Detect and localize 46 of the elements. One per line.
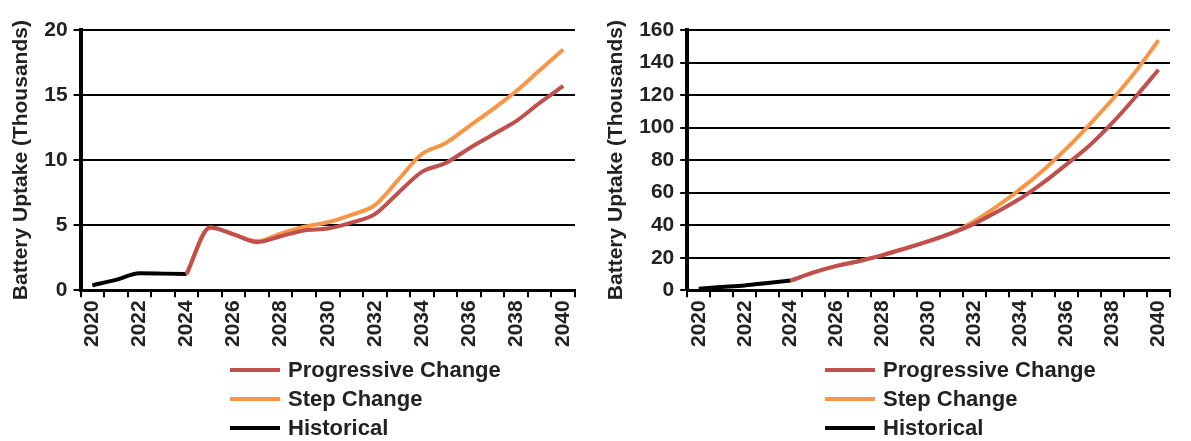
x-tick-label: 2038 [502,299,526,347]
line-series [184,83,566,277]
x-tick-label: 2034 [408,299,432,347]
y-tick-label: 0 [55,277,68,301]
y-tick-label: 5 [55,212,68,236]
y-tick-label: 20 [44,16,68,40]
y-tick-label: 20 [650,244,675,268]
y-tick-label: 120 [639,81,675,105]
y-tick-label: 80 [650,146,675,170]
legend-label: Step Change [288,385,423,412]
legend-label: Step Change [883,385,1018,412]
x-tick-label: 2036 [1053,300,1077,347]
x-tick-label: 2034 [1007,299,1031,347]
y-axis-title: Battery Uptake (Thousands) [8,20,32,301]
x-tick-label: 2036 [455,300,479,347]
x-tick-label: 2026 [823,300,847,347]
x-tick-label: 2040 [550,300,574,347]
y-axis-title: Battery Uptake (Thousands) [603,20,627,301]
x-tick-label: 2028 [869,299,893,347]
x-tick-label: 2030 [314,300,338,347]
y-tick-label: 60 [650,179,675,203]
x-tick-label: 2022 [731,300,755,347]
legend-label: Progressive Change [288,356,501,383]
x-tick-label: 2026 [220,300,244,347]
y-tick-label: 140 [639,49,675,73]
y-tick-label: 40 [650,212,675,236]
x-tick-label: 2024 [173,299,197,347]
legend-label: Historical [883,414,984,441]
y-tick-label: 0 [662,277,675,301]
legend-label: Historical [288,414,389,441]
x-tick-label: 2030 [915,300,939,347]
x-tick-label: 2032 [961,300,985,347]
x-tick-label: 2028 [267,299,291,347]
y-tick-label: 160 [639,16,675,40]
line-series [90,271,189,288]
y-tick-label: 15 [44,81,68,105]
x-tick-label: 2020 [685,300,709,347]
legend-label: Progressive Change [883,356,1096,383]
x-tick-label: 2024 [777,299,801,347]
x-tick-label: 2020 [79,300,103,347]
x-tick-label: 2032 [361,300,385,347]
y-tick-label: 100 [639,114,675,138]
x-tick-label: 2040 [1145,300,1169,347]
x-tick-label: 2038 [1099,299,1123,347]
y-tick-label: 10 [44,146,68,170]
x-tick-label: 2022 [126,300,150,347]
